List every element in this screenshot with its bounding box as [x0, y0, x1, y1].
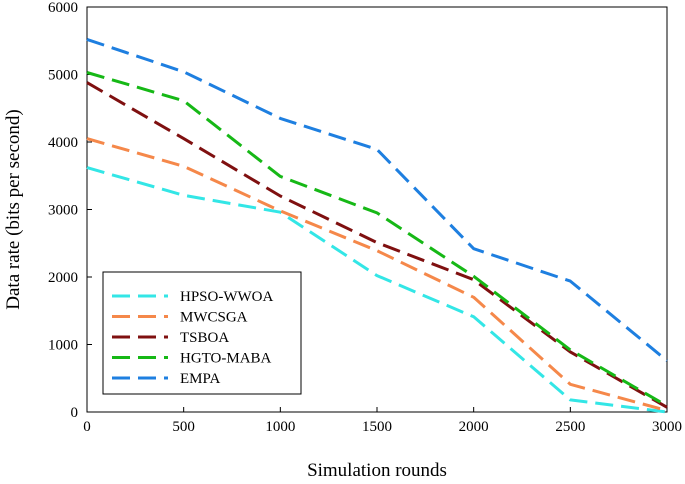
legend-label: HPSO-WWOA	[180, 289, 273, 305]
x-tick-label: 1000	[265, 419, 295, 435]
y-tick-label: 6000	[48, 0, 78, 16]
x-tick-label: 2000	[459, 419, 489, 435]
legend-label: MWCSGA	[180, 310, 248, 326]
y-tick-label: 2000	[48, 270, 78, 286]
line-chart: 0 500 1000 1500 2000 2500 3000 0 1000 2000 3000 40…	[0, 0, 685, 484]
legend: HPSO-WWOA MWCSGA TSBOA HGTO-MABA EMPA	[103, 272, 301, 394]
legend-label: HGTO-MABA	[180, 351, 272, 367]
y-tick-label: 4000	[48, 135, 78, 151]
y-tick-label: 5000	[48, 68, 78, 84]
x-tick-label: 0	[83, 419, 91, 435]
y-axis-title: Data rate (bits per second)	[3, 109, 24, 309]
y-axis-ticks: 0 1000 2000 3000 4000 5000 6000	[48, 0, 92, 421]
x-tick-label: 3000	[652, 419, 682, 435]
y-tick-label: 3000	[48, 203, 78, 219]
x-tick-label: 2500	[555, 419, 585, 435]
legend-label: EMPA	[180, 371, 220, 387]
y-tick-label: 1000	[48, 338, 78, 354]
x-axis-title: Simulation rounds	[307, 460, 447, 481]
x-tick-label: 500	[172, 419, 195, 435]
x-tick-label: 1500	[362, 419, 392, 435]
y-tick-label: 0	[71, 405, 79, 421]
legend-label: TSBOA	[180, 330, 229, 346]
x-axis-ticks: 0 500 1000 1500 2000 2500 3000	[83, 407, 682, 435]
